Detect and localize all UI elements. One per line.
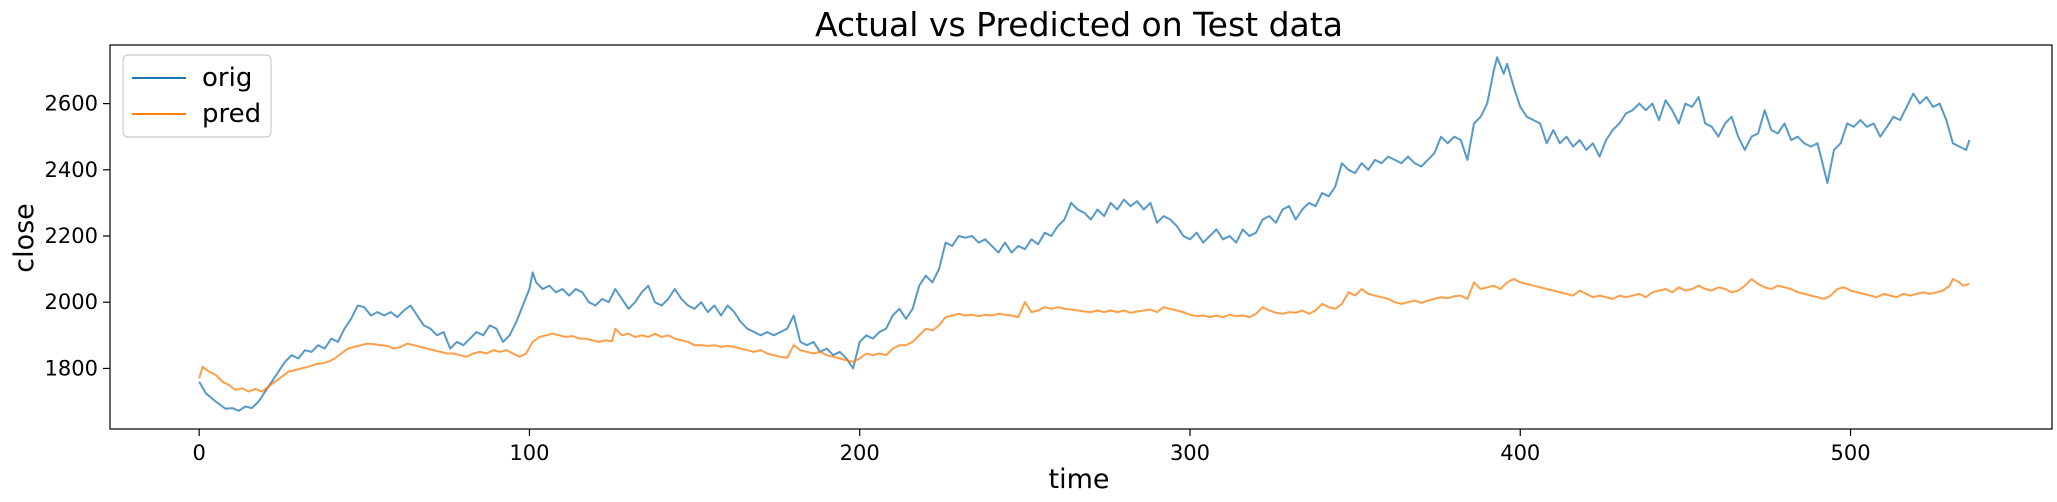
x-tick-label: 200 [840,441,880,465]
x-axis-label: time [1048,464,1109,495]
x-tick-label: 500 [1830,441,1870,465]
x-tick-label: 0 [192,441,205,465]
x-tick-label: 400 [1500,441,1540,465]
y-tick-label: 2000 [45,290,98,314]
y-tick-label: 2400 [45,158,98,182]
x-axis: 0 100 200 300 400 500 [192,429,1871,465]
x-tick-label: 300 [1170,441,1210,465]
plot-frame [109,44,2053,430]
legend-label-orig: orig [202,63,252,93]
y-tick-label: 2600 [45,92,98,116]
legend-box [122,54,272,138]
y-axis: 1800 2000 2200 2400 2600 [45,92,110,380]
plot-area [109,44,2053,430]
y-tick-label: 1800 [45,356,98,380]
y-tick-label: 2200 [45,224,98,248]
legend: orig pred [122,54,272,138]
x-tick-label: 100 [509,441,549,465]
legend-label-pred: pred [202,99,261,129]
series-layer [198,56,1971,412]
y-axis-label: close [9,203,40,273]
series-line-orig [198,56,1971,412]
chart-title: Actual vs Predicted on Test data [815,5,1343,44]
series-line-pred [198,278,1970,393]
